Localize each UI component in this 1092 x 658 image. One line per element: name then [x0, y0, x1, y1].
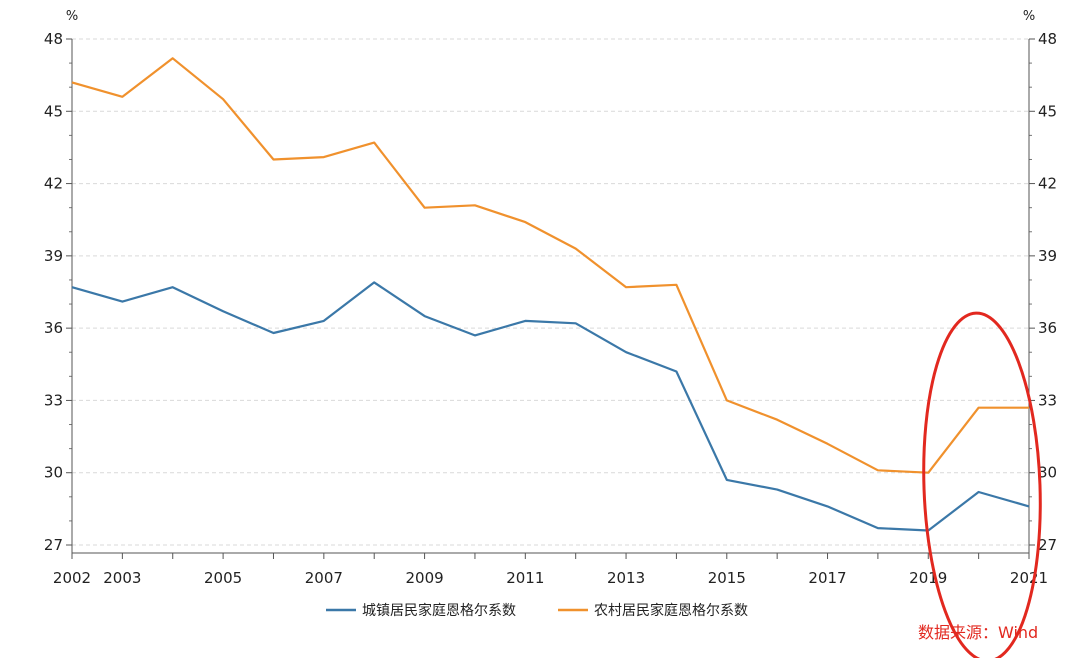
y-tick-label-right: 39 — [1038, 247, 1057, 265]
legend-label: 农村居民家庭恩格尔系数 — [594, 602, 748, 619]
x-tick-label: 2005 — [204, 569, 242, 587]
highlight-ellipse — [922, 311, 1042, 658]
y-tick-label-right: 33 — [1038, 391, 1057, 409]
y-tick-label-left: 48 — [44, 30, 63, 48]
y-tick-label-left: 30 — [44, 464, 63, 482]
y-tick-label-left: 36 — [44, 319, 63, 337]
y-unit-right: % — [1023, 9, 1035, 24]
x-tick-label: 2019 — [909, 569, 947, 587]
x-tick-label: 2007 — [305, 569, 343, 587]
grid-lines — [72, 38, 1029, 546]
x-tick-label: 2011 — [506, 569, 544, 587]
y-unit-left: % — [66, 9, 78, 24]
y-tick-label-right: 27 — [1038, 536, 1057, 554]
x-tick-label: 2009 — [405, 569, 443, 587]
urban-engel-line — [71, 281, 1030, 532]
legend-label: 城镇居民家庭恩格尔系数 — [362, 602, 516, 619]
x-tick-label: 2021 — [1010, 569, 1048, 587]
data-source-note: 数据来源：Wind — [918, 623, 1038, 642]
rural-engel-line — [71, 57, 1029, 474]
y-tick-label-right: 45 — [1038, 102, 1057, 120]
y-tick-label-right: 48 — [1038, 30, 1057, 48]
y-tick-label-left: 42 — [44, 175, 63, 193]
x-tick-label: 2002 — [53, 569, 91, 587]
x-tick-label: 2017 — [808, 569, 846, 587]
y-tick-label-right: 30 — [1038, 464, 1057, 482]
legend: 城镇居民家庭恩格尔系数 农村居民家庭恩格尔系数 — [326, 602, 748, 619]
series-lines — [71, 57, 1030, 532]
y-tick-label-left: 39 — [44, 247, 63, 265]
y-tick-label-left: 45 — [44, 102, 63, 120]
y-tick-label-right: 36 — [1038, 319, 1057, 337]
x-tick-label: 2013 — [607, 569, 645, 587]
y-tick-label-left: 27 — [44, 536, 63, 554]
x-tick-label: 2015 — [708, 569, 746, 587]
y-tick-label-right: 42 — [1038, 175, 1057, 193]
x-tick-label: 2003 — [103, 569, 141, 587]
y-tick-label-left: 33 — [44, 391, 63, 409]
axes: 27 27 30 30 33 33 36 36 39 39 42 42 45 45 48 48% % 2002 20… — [44, 9, 1057, 587]
